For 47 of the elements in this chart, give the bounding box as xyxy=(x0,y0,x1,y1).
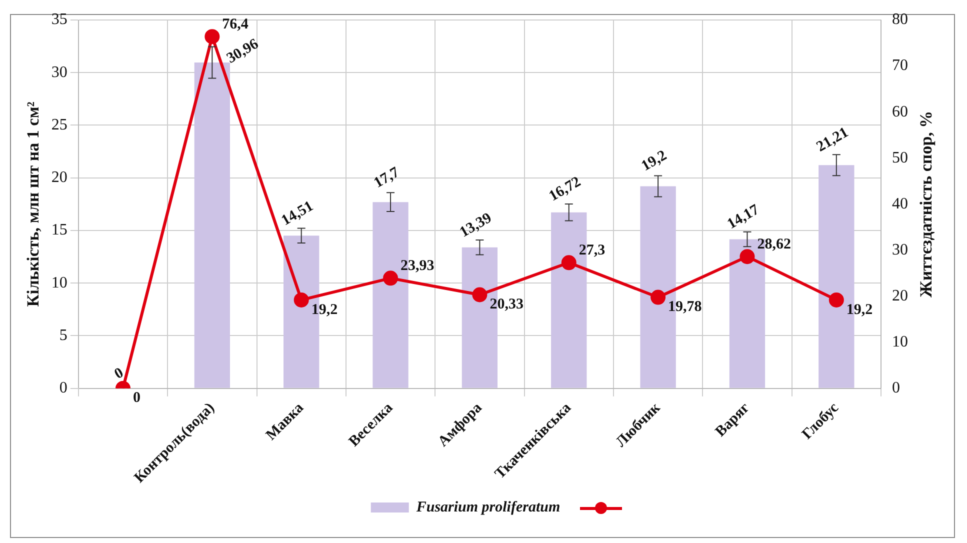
data-label: 20,33 xyxy=(490,296,524,313)
data-label: 14,17 xyxy=(724,202,762,233)
y2-tick-label: 30 xyxy=(892,241,908,258)
y-tick-label: 35 xyxy=(51,11,68,28)
data-label: 0 xyxy=(132,390,140,406)
y-tick-label: 30 xyxy=(51,64,68,81)
data-label: 16,72 xyxy=(546,174,584,205)
data-label: 17,7 xyxy=(371,164,403,192)
y-tick-label: 5 xyxy=(59,326,68,344)
y2-axis-title: Життєздатність спор, % xyxy=(916,110,936,298)
data-label: 14,51 xyxy=(278,198,316,230)
data-label: 30,96 xyxy=(224,36,262,67)
y-tick-label: 15 xyxy=(51,222,68,239)
y2-tick-label: 60 xyxy=(892,103,908,120)
point xyxy=(650,290,666,305)
data-label: 28,62 xyxy=(757,236,791,252)
y2-tick-label: 80 xyxy=(892,11,908,28)
data-label: 76,4 xyxy=(222,16,249,32)
y2-tick-label: 40 xyxy=(892,195,908,212)
y2-tick-label: 0 xyxy=(892,380,900,397)
y-tick-label: 10 xyxy=(51,274,68,292)
y-axis-title: Кількість, млн шт на 1 см² xyxy=(24,102,43,307)
bar xyxy=(194,62,230,388)
y2-tick-label: 50 xyxy=(892,149,908,166)
y-tick-label: 25 xyxy=(51,116,68,134)
data-label: 19,2 xyxy=(638,148,670,175)
data-label: 19,2 xyxy=(846,302,873,318)
data-label: 27,3 xyxy=(578,242,606,259)
point xyxy=(472,287,488,302)
legend-label: Fusarium proliferatum xyxy=(415,499,560,516)
data-label: 23,93 xyxy=(400,258,434,274)
point xyxy=(828,292,844,308)
y-tick-label: 0 xyxy=(59,380,68,397)
y2-tick-label: 10 xyxy=(892,334,908,351)
point xyxy=(383,270,398,286)
data-label: 21,21 xyxy=(814,124,852,156)
data-label: 0 xyxy=(112,364,126,383)
data-label: 19,78 xyxy=(668,299,702,316)
data-label: 13,39 xyxy=(457,210,494,241)
point xyxy=(204,29,220,44)
y-tick-label: 20 xyxy=(51,169,68,186)
y2-tick-label: 70 xyxy=(892,57,908,74)
y2-tick-label: 20 xyxy=(892,287,908,304)
point xyxy=(294,292,309,308)
point xyxy=(740,249,755,264)
data-label: 19,2 xyxy=(311,302,338,318)
point xyxy=(561,255,576,270)
